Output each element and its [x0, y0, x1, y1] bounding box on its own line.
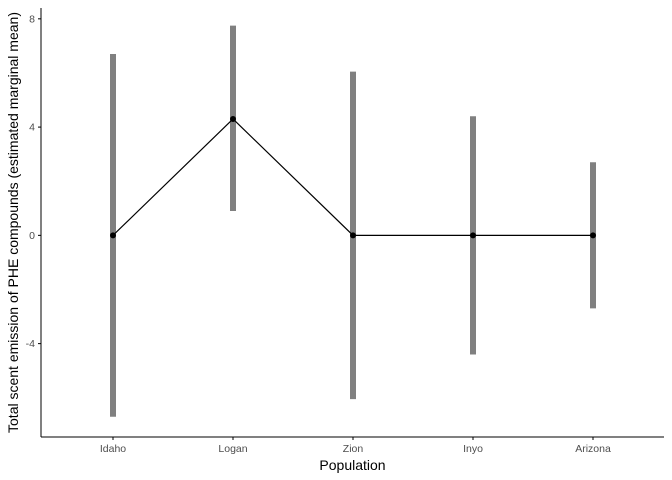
- y-tick-label: -4: [26, 338, 35, 350]
- error-bars: [110, 25, 596, 417]
- data-points: [110, 115, 596, 239]
- y-tick-label: 0: [29, 230, 35, 242]
- x-tick-label: Inyo: [463, 443, 483, 455]
- point-idaho: [110, 232, 116, 239]
- y-axis-title: Total scent emission of PHE compounds (e…: [5, 12, 21, 433]
- x-tick-label: Arizona: [575, 443, 611, 455]
- point-zion: [350, 232, 356, 239]
- y-tick-label: 4: [29, 122, 35, 134]
- x-tick-label: Logan: [218, 443, 247, 455]
- point-inyo: [470, 232, 476, 239]
- x-tick-label: Idaho: [100, 443, 126, 455]
- x-tick-label: Zion: [343, 443, 364, 455]
- x-axis-ticks: Idaho Logan Zion Inyo Arizona: [100, 437, 611, 455]
- point-arizona: [590, 232, 596, 239]
- y-tick-label: 8: [29, 13, 35, 25]
- point-logan: [230, 115, 236, 122]
- x-axis-title: Population: [319, 457, 385, 473]
- y-axis-ticks: 8 4 0 -4: [26, 13, 41, 350]
